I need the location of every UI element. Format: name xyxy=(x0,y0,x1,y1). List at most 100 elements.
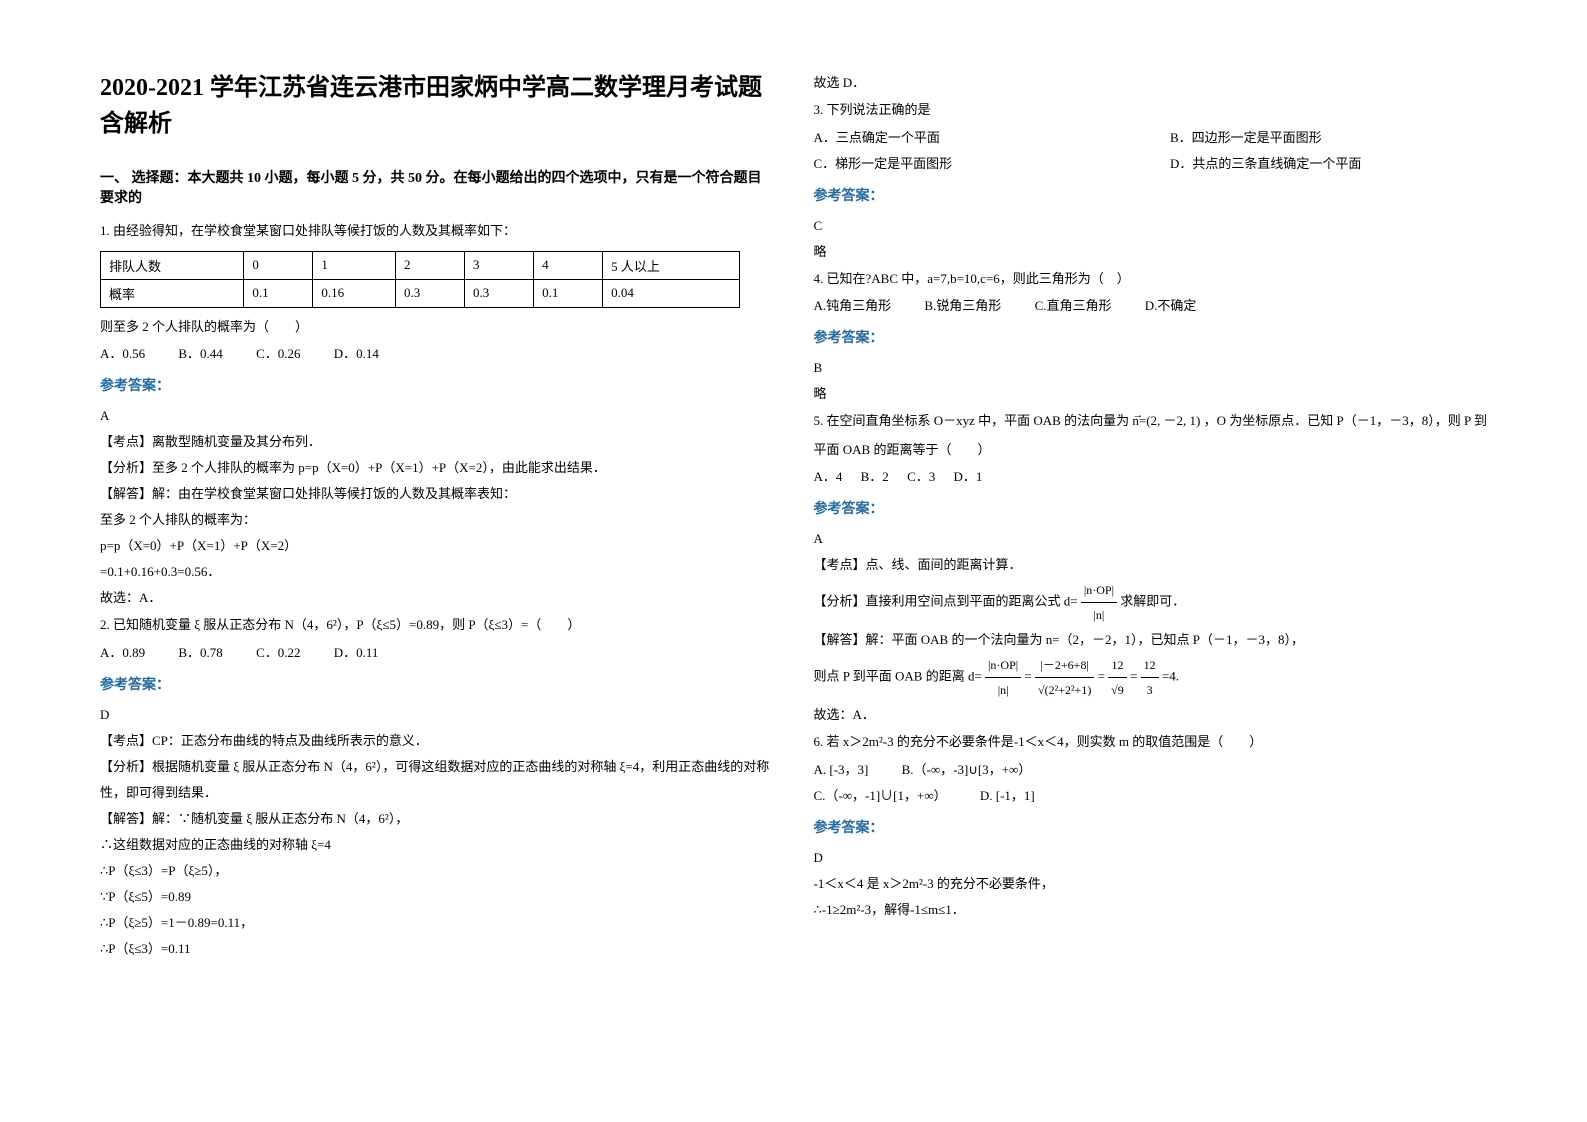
option-d: D．共点的三条直线确定一个平面 xyxy=(1170,156,1361,171)
q4-options: A.钝角三角形 B.锐角三角形 C.直角三角形 D.不确定 xyxy=(814,293,1488,319)
q1-exp: 【解答】解：由在学校食堂某窗口处排队等候打饭的人数及其概率表知： xyxy=(100,481,774,507)
option-a: A．0.89 xyxy=(100,645,145,660)
q2-exp: 【解答】解：∵随机变量 ξ 服从正态分布 N（4，6²）， xyxy=(100,806,774,832)
answer-label: 参考答案： xyxy=(814,817,1488,837)
q2-exp: ∴P（ξ≤3）=0.11 xyxy=(100,936,774,962)
frac-den: 3 xyxy=(1141,678,1159,702)
q1-answer: A xyxy=(100,403,774,429)
q2-options: A．0.89 B．0.78 C．0.22 D．0.11 xyxy=(100,640,774,666)
table-cell: 0.04 xyxy=(603,279,740,307)
q1-stem: 1. 由经验得知，在学校食堂某窗口处排队等候打饭的人数及其概率如下： xyxy=(100,217,774,246)
q2-exp: ∴P（ξ≥5）=1－0.89=0.11， xyxy=(100,910,774,936)
option-a: A．4 xyxy=(814,469,843,484)
q1-exp: 【分析】至多 2 个人排队的概率为 p=p（X=0）+P（X=1）+P（X=2）… xyxy=(100,455,774,481)
q2-stem: 2. 已知随机变量 ξ 服从正态分布 N（4，6²），P（ξ≤5）=0.89，则… xyxy=(100,611,774,640)
q2-exp: 【分析】根据随机变量 ξ 服从正态分布 N（4，6²），可得这组数据对应的正态曲… xyxy=(100,754,774,806)
q5-answer: A xyxy=(814,526,1488,552)
q5-exp4b: =4. xyxy=(1162,669,1179,684)
left-column: 2020-2021 学年江苏省连云港市田家炳中学高二数学理月考试题含解析 一、 … xyxy=(100,70,774,1092)
option-a: A．0.56 xyxy=(100,346,145,361)
q1-exp: =0.1+0.16+0.3=0.56． xyxy=(100,559,774,585)
option-c: C．梯形一定是平面图形 xyxy=(814,151,1137,177)
distance-formula-icon: |n·OP| |n| xyxy=(1081,578,1117,627)
q6-answer: D xyxy=(814,845,1488,871)
table-cell: 0.3 xyxy=(465,279,534,307)
frac-num: |n·OP| xyxy=(1081,578,1117,603)
exam-title: 2020-2021 学年江苏省连云港市田家炳中学高二数学理月考试题含解析 xyxy=(100,70,774,142)
q1-prompt: 则至多 2 个人排队的概率为（ ） xyxy=(100,313,774,342)
table-cell: 0.1 xyxy=(534,279,603,307)
fraction-icon: |－2+6+8| √(2²+2²+1) xyxy=(1035,653,1094,702)
table-cell: 3 xyxy=(465,251,534,279)
table-cell: 排队人数 xyxy=(101,251,244,279)
option-b: B．四边形一定是平面图形 xyxy=(1170,130,1322,145)
frac-num: |－2+6+8| xyxy=(1035,653,1094,678)
q1-exp: 故选：A． xyxy=(100,585,774,611)
option-c: C．3 xyxy=(907,469,935,484)
option-b: B．0.78 xyxy=(178,645,222,660)
q6-options-row2: C.（-∞，-1]∪[1，+∞） D. [-1，1] xyxy=(814,783,1488,809)
q2-exp: ∴这组数据对应的正态曲线的对称轴 ξ=4 xyxy=(100,832,774,858)
fraction-icon: 12 3 xyxy=(1141,653,1159,702)
frac-num: 12 xyxy=(1108,653,1127,678)
option-c: C．0.22 xyxy=(256,645,300,660)
q2-exp: ∵P（ξ≤5）=0.89 xyxy=(100,884,774,910)
q6-exp: ∴-1≥2m²-3，解得-1≤m≤1． xyxy=(814,897,1488,923)
table-cell: 0.1 xyxy=(244,279,313,307)
q1-exp: 【考点】离散型随机变量及其分布列． xyxy=(100,429,774,455)
table-cell: 5 人以上 xyxy=(603,251,740,279)
q5-exp5: 故选：A． xyxy=(814,702,1488,728)
option-b: B．0.44 xyxy=(178,346,222,361)
q5-exp2a: 【分析】直接利用空间点到平面的距离公式 d= xyxy=(814,594,1078,609)
q2-answer: D xyxy=(100,702,774,728)
fraction-icon: 12 √9 xyxy=(1108,653,1127,702)
option-c: C．0.26 xyxy=(256,346,300,361)
q1-exp: 至多 2 个人排队的概率为： xyxy=(100,507,774,533)
q6-stem: 6. 若 x＞2m²-3 的充分不必要条件是-1＜x＜4，则实数 m 的取值范围… xyxy=(814,728,1488,757)
q5-options: A．4 B．2 C．3 D．1 xyxy=(814,464,1488,490)
answer-label: 参考答案： xyxy=(100,375,774,395)
option-d: D．1 xyxy=(953,469,982,484)
q5-stem-a: 5. 在空间直角坐标系 O－xyz 中，平面 OAB 的法向量为 xyxy=(814,413,1130,428)
section-1-header: 一、 选择题：本大题共 10 小题，每小题 5 分，共 50 分。在每小题给出的… xyxy=(100,167,774,207)
option-d: D. [-1，1] xyxy=(980,788,1035,803)
q4-answer: B xyxy=(814,355,1488,381)
q2-exp: ∴P（ξ≤3）=P（ξ≥5）， xyxy=(100,858,774,884)
option-a: A. [-3，3] xyxy=(814,762,869,777)
table-cell: 0.16 xyxy=(313,279,396,307)
table-cell: 1 xyxy=(313,251,396,279)
option-d: D．0.14 xyxy=(334,346,379,361)
answer-label: 参考答案： xyxy=(814,185,1488,205)
right-column: 故选 D． 3. 下列说法正确的是 A．三点确定一个平面 B．四边形一定是平面图… xyxy=(814,70,1488,1092)
frac-den: |n| xyxy=(1081,603,1117,627)
q1-table: 排队人数 0 1 2 3 4 5 人以上 概率 0.1 0.16 0.3 0.3… xyxy=(100,251,740,308)
q3-answer: C xyxy=(814,213,1488,239)
frac-num: 12 xyxy=(1141,653,1159,678)
q4-exp: 略 xyxy=(814,381,1488,407)
answer-label: 参考答案： xyxy=(100,674,774,694)
fraction-icon: |n·OP| |n| xyxy=(985,653,1021,702)
q5-exp1: 【考点】点、线、面间的距离计算． xyxy=(814,552,1488,578)
answer-label: 参考答案： xyxy=(814,498,1488,518)
q6-exp: -1＜x＜4 是 x＞2m²-3 的充分不必要条件， xyxy=(814,871,1488,897)
table-row: 概率 0.1 0.16 0.3 0.3 0.1 0.04 xyxy=(101,279,740,307)
table-cell: 概率 xyxy=(101,279,244,307)
option-a: A.钝角三角形 xyxy=(814,298,892,313)
q5-stem: 5. 在空间直角坐标系 O－xyz 中，平面 OAB 的法向量为 →n=(2, … xyxy=(814,407,1488,464)
frac-den: |n| xyxy=(985,678,1021,702)
q5-exp3: 【解答】解：平面 OAB 的一个法向量为 n=（2，－2，1），已知点 P（－1… xyxy=(814,627,1488,653)
q3-stem: 3. 下列说法正确的是 xyxy=(814,96,1488,125)
frac-den: √9 xyxy=(1108,678,1127,702)
table-cell: 0.3 xyxy=(395,279,464,307)
col2-pre: 故选 D． xyxy=(814,70,1488,96)
q6-options-row1: A. [-3，3] B.（-∞，-3]∪[3，+∞） xyxy=(814,757,1488,783)
q4-stem: 4. 已知在?ABC 中，a=7,b=10,c=6，则此三角形为（ ） xyxy=(814,265,1488,294)
q5-exp4a: 则点 P 到平面 OAB 的距离 d= xyxy=(814,669,982,684)
q3-options-row2: C．梯形一定是平面图形 D．共点的三条直线确定一个平面 xyxy=(814,151,1488,177)
table-cell: 2 xyxy=(395,251,464,279)
q1-exp: p=p（X=0）+P（X=1）+P（X=2） xyxy=(100,533,774,559)
option-c: C.（-∞，-1]∪[1，+∞） xyxy=(814,788,947,803)
option-a: A．三点确定一个平面 xyxy=(814,125,1137,151)
table-cell: 0 xyxy=(244,251,313,279)
option-d: D.不确定 xyxy=(1145,298,1197,313)
